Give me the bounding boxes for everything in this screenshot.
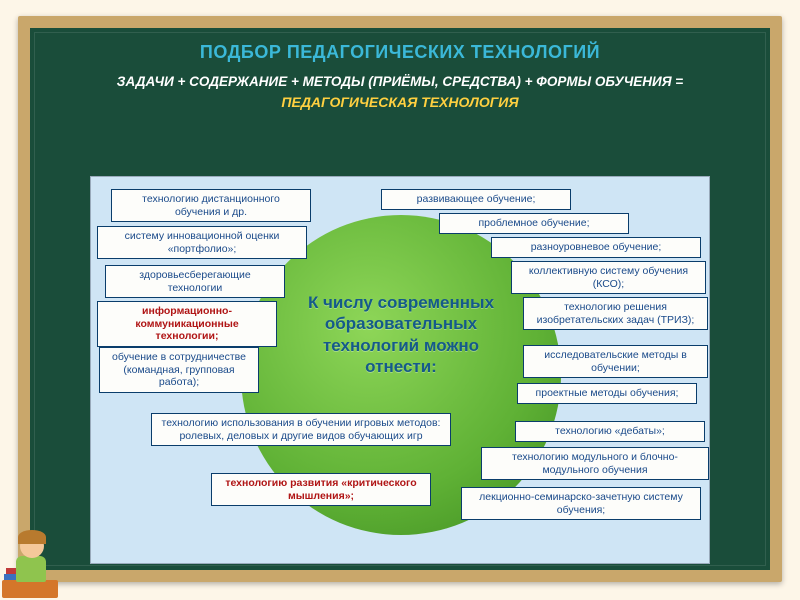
student-illustration: [2, 528, 58, 598]
tech-box-left-1: систему инновационной оценки «портфолио»…: [97, 226, 307, 259]
tech-box-right-7: технологию «дебаты»;: [515, 421, 705, 442]
tech-box-right-6: проектные методы обучения;: [517, 383, 697, 404]
tech-box-right-3: коллективную систему обучения (КСО);: [511, 261, 706, 294]
tech-box-right-0: развивающее обучение;: [381, 189, 571, 210]
tech-box-left-2: здоровьесберегающие технологии: [105, 265, 285, 298]
diagram-panel: К числу современных образовательных техн…: [90, 176, 710, 564]
tech-box-right-1: проблемное обучение;: [439, 213, 629, 234]
chalkboard-frame: ПОДБОР ПЕДАГОГИЧЕСКИХ ТЕХНОЛОГИЙ ЗАДАЧИ …: [18, 16, 782, 582]
tech-box-right-8: технологию модульного и блочно-модульног…: [481, 447, 709, 480]
tech-box-right-2: разноуровневое обучение;: [491, 237, 701, 258]
tech-box-left-3: информационно-коммуникационные технологи…: [97, 301, 277, 347]
tech-box-left-0: технологию дистанционного обучения и др.: [111, 189, 311, 222]
tech-box-right-4: технологию решения изобретательских зада…: [523, 297, 708, 330]
tech-box-left-4: обучение в сотрудничестве (командная, гр…: [99, 347, 259, 393]
tech-box-left-5: технологию использования в обучении игро…: [151, 413, 451, 446]
tech-box-left-6: технологию развития «критического мышлен…: [211, 473, 431, 506]
tech-box-right-9: лекционно-семинарско-зачетную систему об…: [461, 487, 701, 520]
tech-box-right-5: исследовательские методы в обучении;: [523, 345, 708, 378]
center-text: К числу современных образовательных техн…: [301, 292, 501, 377]
